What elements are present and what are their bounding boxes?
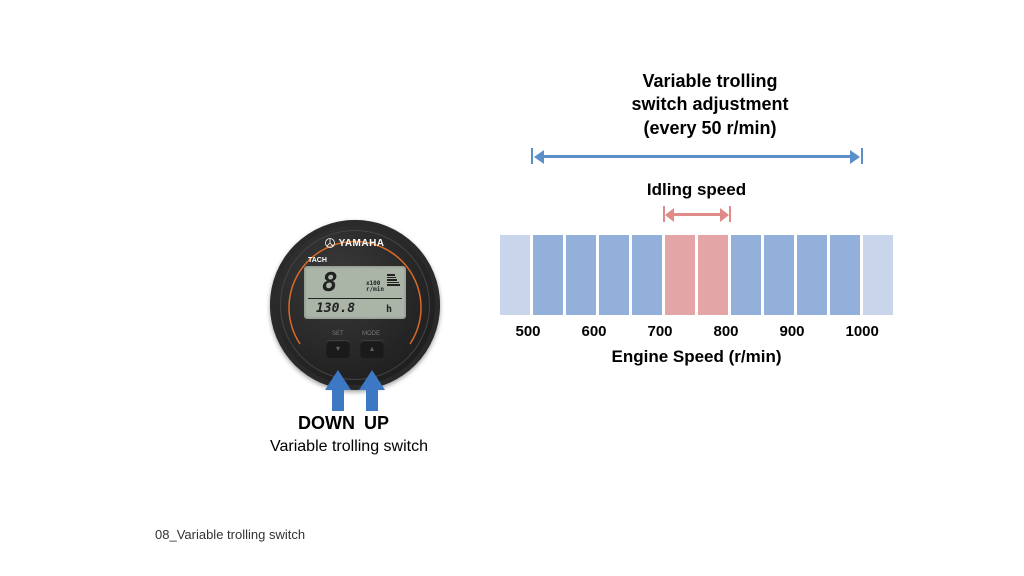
- gauge-brand-text: YAMAHA: [339, 238, 385, 249]
- up-arrow-head: [359, 370, 385, 390]
- chart-title: Variable trollingswitch adjustment(every…: [500, 70, 920, 140]
- chart-cell: [698, 235, 728, 315]
- down-arrow-stem: [332, 389, 344, 411]
- gauge-lcd: 8 x100r/min 130.8 h: [304, 266, 406, 319]
- chart-cell: [830, 235, 860, 315]
- chart-tick: 700: [648, 323, 673, 340]
- chart-tick: 900: [780, 323, 805, 340]
- yamaha-logo-icon: [325, 238, 335, 248]
- up-label: UP: [364, 413, 389, 434]
- chart-cell: [599, 235, 629, 315]
- lcd-main-value: 8: [322, 268, 338, 298]
- chart-cell: [764, 235, 794, 315]
- chart-tick: 600: [582, 323, 607, 340]
- down-arrow-head: [325, 370, 351, 390]
- chart-cell: [566, 235, 596, 315]
- gauge-tach-label: TACH: [308, 257, 327, 264]
- chart-cell: [533, 235, 563, 315]
- chart-tick: 500: [516, 323, 541, 340]
- gauge-set-label: SET: [332, 331, 344, 337]
- chart-tick: 1000: [846, 323, 879, 340]
- lcd-divider: [308, 298, 402, 299]
- chart-cell: [500, 235, 530, 315]
- gauge-up-button[interactable]: ▴: [360, 340, 384, 358]
- chart-cell: [731, 235, 761, 315]
- chart-bars: [500, 235, 893, 315]
- gauge-down-button[interactable]: ▾: [326, 340, 350, 358]
- gauge-caption: Variable trolling switch: [270, 438, 428, 456]
- chart-section: Variable trollingswitch adjustment(every…: [500, 70, 920, 140]
- chart-tick: 800: [714, 323, 739, 340]
- lcd-bars-icon: [387, 274, 400, 287]
- chart-cell: [863, 235, 893, 315]
- lcd-hours-unit: h: [386, 304, 392, 315]
- chart-cell: [665, 235, 695, 315]
- gauge-mode-label: MODE: [362, 331, 380, 337]
- lcd-bottom-value: 130.8: [316, 301, 355, 316]
- gauge-section: YAMAHA TACH 8 x100r/min 130.8 h SET MODE…: [270, 220, 440, 390]
- lcd-unit: x100r/min: [366, 281, 384, 293]
- idling-title: Idling speed: [500, 180, 893, 200]
- down-label: DOWN: [298, 413, 355, 434]
- gauge-brand: YAMAHA: [270, 238, 440, 249]
- footer-caption: 08_Variable trolling switch: [155, 527, 305, 542]
- up-arrow-stem: [366, 389, 378, 411]
- chart-cell: [797, 235, 827, 315]
- tachometer-gauge: YAMAHA TACH 8 x100r/min 130.8 h SET MODE…: [270, 220, 440, 390]
- chart-cell: [632, 235, 662, 315]
- chart-xlabel: Engine Speed (r/min): [500, 347, 893, 367]
